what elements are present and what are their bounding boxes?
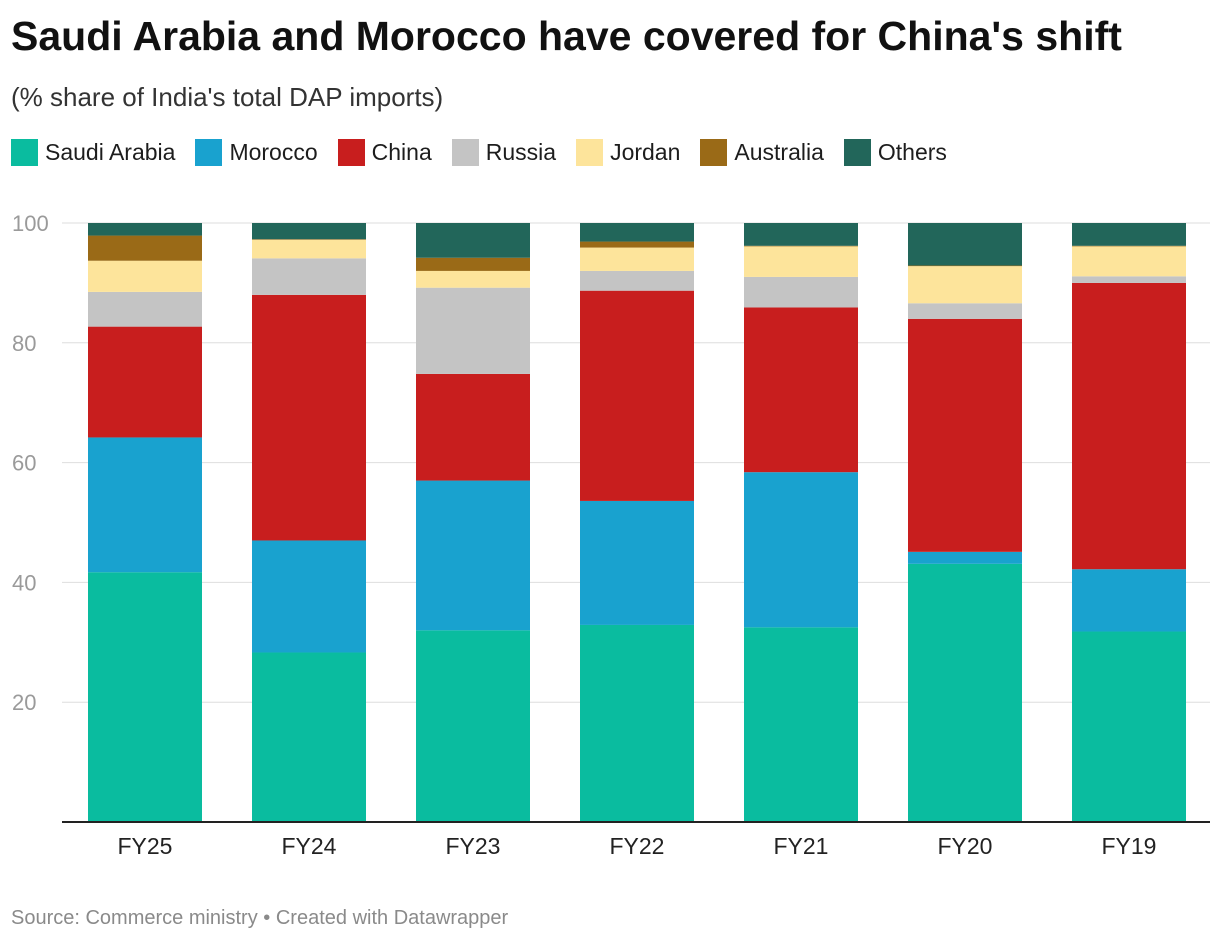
- bar-fy25-russia: [88, 291, 202, 327]
- legend-label-russia: Russia: [485, 139, 557, 165]
- bar-fy20-morocco: [908, 551, 1022, 564]
- bar-fy19-china: [1072, 282, 1186, 570]
- bar-fy21-china: [744, 307, 858, 473]
- legend-label-morocco: Morocco: [229, 139, 318, 165]
- legend-label-australia: Australia: [734, 139, 824, 165]
- legend-swatch-china: [337, 138, 365, 166]
- bar-fy24-jordan: [252, 239, 366, 259]
- bar-fy22-china: [580, 290, 694, 501]
- bar-fy24-others: [252, 223, 366, 240]
- bar-fy20-jordan: [908, 266, 1022, 304]
- legend-item-saudi-arabia: Saudi Arabia: [11, 137, 175, 167]
- x-tick-label-fy22: FY22: [610, 833, 665, 859]
- bar-fy21-saudi-arabia: [744, 627, 858, 822]
- chart-subtitle: (% share of India's total DAP imports): [11, 82, 444, 112]
- x-tick-label-fy25: FY25: [118, 833, 173, 859]
- bar-fy22-russia: [580, 270, 694, 291]
- bar-fy23-others: [416, 223, 530, 258]
- bar-fy20-china: [908, 318, 1022, 552]
- legend-swatch-morocco: [195, 138, 223, 166]
- bar-fy22-saudi-arabia: [580, 624, 694, 822]
- x-tick-label-fy21: FY21: [774, 833, 829, 859]
- legend-swatch-australia: [700, 138, 728, 166]
- legend-item-china: China: [337, 137, 432, 167]
- bar-fy20-australia: [908, 265, 1022, 267]
- legend-item-australia: Australia: [700, 137, 824, 167]
- legend-item-jordan: Jordan: [576, 137, 680, 167]
- chart-title: Saudi Arabia and Morocco have covered fo…: [11, 13, 1122, 59]
- bar-fy21-jordan: [744, 246, 858, 277]
- y-tick-label-20: 20: [12, 690, 36, 715]
- bar-fy21-australia: [744, 245, 858, 247]
- legend-item-russia: Russia: [451, 137, 557, 167]
- bars: [88, 223, 1186, 822]
- source-note: Source: Commerce ministry: [11, 907, 258, 929]
- bar-fy24-russia: [252, 258, 366, 295]
- bar-fy22-australia: [580, 241, 694, 248]
- legend-swatch-saudi-arabia: [11, 138, 38, 166]
- legend-item-morocco: Morocco: [195, 137, 318, 167]
- x-tick-label-fy24: FY24: [282, 833, 337, 859]
- bar-fy23-china: [416, 373, 530, 481]
- bar-fy22-morocco: [580, 500, 694, 625]
- bar-fy23-australia: [416, 257, 530, 271]
- bar-fy25-morocco: [88, 437, 202, 573]
- axes: 20 40 60 80 100 FY25 FY24 FY23 FY22 FY21 FY20 FY19: [12, 211, 1210, 859]
- footer-separator: •: [263, 907, 271, 929]
- bar-fy20-saudi-arabia: [908, 563, 1022, 822]
- bar-fy19-australia: [1072, 245, 1186, 247]
- credit-note: Created with Datawrapper: [275, 907, 509, 929]
- stacked-bar-chart: 20 40 60 80 100 FY25 FY24 FY23 FY22 FY21 FY20 FY19: [12, 211, 1210, 859]
- bar-fy24-saudi-arabia: [252, 652, 366, 822]
- bar-fy23-jordan: [416, 270, 530, 288]
- bar-fy19-jordan: [1072, 246, 1186, 277]
- bar-fy25-saudi-arabia: [88, 572, 202, 822]
- x-tick-label-fy20: FY20: [938, 833, 993, 859]
- x-tick-label-fy23: FY23: [446, 833, 501, 859]
- x-tick-label-fy19: FY19: [1102, 833, 1157, 859]
- bar-fy20-others: [908, 223, 1022, 266]
- bar-fy25-australia: [88, 235, 202, 261]
- y-tick-label-60: 60: [12, 451, 36, 476]
- legend-swatch-jordan: [576, 138, 604, 166]
- bar-fy21-morocco: [744, 472, 858, 628]
- bar-fy25-jordan: [88, 260, 202, 292]
- y-tick-label-80: 80: [12, 331, 36, 356]
- legend-swatch-others: [843, 138, 871, 166]
- legend-label-jordan: Jordan: [610, 139, 681, 165]
- legend-item-others: Others: [843, 137, 947, 167]
- bar-fy19-saudi-arabia: [1072, 631, 1186, 822]
- bar-fy23-saudi-arabia: [416, 630, 530, 822]
- chart-footer: Source: Commerce ministry • Created with…: [11, 905, 508, 931]
- legend-label-saudi-arabia: Saudi Arabia: [45, 139, 176, 165]
- legend-label-china: China: [371, 139, 432, 165]
- bar-fy19-others: [1072, 223, 1186, 246]
- bar-fy24-morocco: [252, 540, 366, 653]
- bar-fy21-others: [744, 223, 858, 246]
- y-tick-label-40: 40: [12, 570, 36, 595]
- y-tick-label-100: 100: [12, 211, 49, 236]
- bar-fy25-others: [88, 223, 202, 236]
- bar-fy24-china: [252, 294, 366, 541]
- bar-fy19-russia: [1072, 276, 1186, 283]
- bar-fy19-morocco: [1072, 569, 1186, 632]
- bar-fy22-jordan: [580, 247, 694, 271]
- bar-fy23-morocco: [416, 480, 530, 631]
- bar-fy24-australia: [252, 239, 366, 240]
- bar-fy22-others: [580, 223, 694, 242]
- legend-label-others: Others: [877, 139, 947, 165]
- legend-swatch-russia: [451, 138, 479, 166]
- chart-legend: Saudi Arabia Morocco China Russia Jordan…: [11, 137, 967, 167]
- bar-fy21-russia: [744, 276, 858, 308]
- bar-fy25-china: [88, 326, 202, 438]
- bar-fy20-russia: [908, 303, 1022, 319]
- bar-fy23-russia: [416, 287, 530, 374]
